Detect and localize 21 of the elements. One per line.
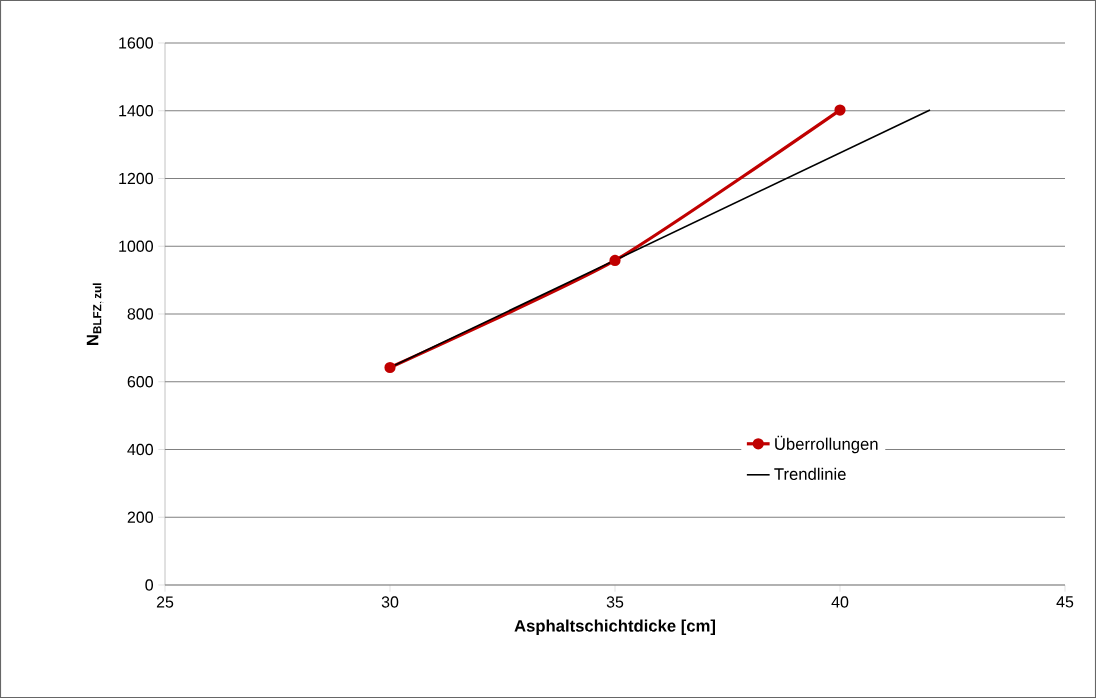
y-tick-label: 1400: [119, 105, 153, 117]
y-tick-label: 600: [127, 376, 154, 388]
legend-label: Überrollungen: [775, 435, 878, 454]
x-tick-label: 45: [1056, 596, 1074, 608]
x-tick-label: 30: [381, 596, 399, 608]
point: [609, 254, 621, 267]
y-tick-label: 200: [127, 511, 154, 523]
y-tick-label: 800: [127, 308, 154, 320]
x-axis-title: Asphaltschichtdicke [cm]: [514, 619, 715, 636]
x-tick-label: 40: [831, 596, 849, 608]
y-tick-label: 400: [127, 443, 154, 456]
y-tick-label: 1600: [119, 37, 153, 49]
legend-label: Trendlinie: [774, 467, 846, 480]
x-tick-label: 25: [156, 596, 174, 608]
point: [834, 104, 846, 116]
y-tick-label: 1000: [119, 240, 153, 252]
point: [384, 361, 396, 374]
y-tick-label: 0: [145, 579, 154, 591]
y-tick-label: 1200: [119, 172, 153, 185]
x-tick-label: 35: [606, 596, 624, 608]
y-axis-title: $\mathbf{N_{BLFZ,\,zul}}$: [86, 283, 104, 345]
